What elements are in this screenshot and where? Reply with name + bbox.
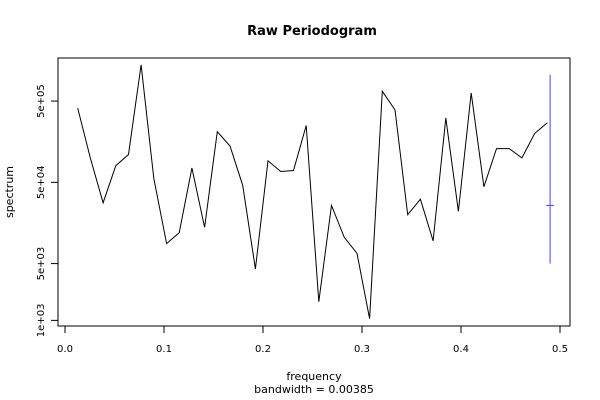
x-tick-label: 0.4 [453,344,469,355]
x-axis-label: frequency [286,370,342,383]
x-axis-sublabel: bandwidth = 0.00385 [254,383,374,396]
plot-frame [57,57,571,327]
x-tick-label: 0.1 [156,344,172,355]
y-tick-label: 5e+05 [36,84,47,118]
series-line [77,64,548,319]
y-axis-label: spectrum [3,166,16,218]
y-tick-label: 5e+03 [36,247,47,281]
plot-area [77,64,555,319]
x-tick-label: 0.5 [552,344,568,355]
y-axis: 1e+03 5e+03 5e+04 5e+05 [36,84,59,338]
x-tick-label: 0.0 [57,344,73,355]
x-tick-label: 0.3 [354,344,370,355]
chart-title: Raw Periodogram [247,24,377,39]
y-tick-label: 1e+03 [36,304,47,338]
x-tick-label: 0.2 [255,344,271,355]
x-axis: 0.0 0.1 0.2 0.3 0.4 0.5 [57,325,568,355]
y-tick-label: 5e+04 [36,166,47,200]
